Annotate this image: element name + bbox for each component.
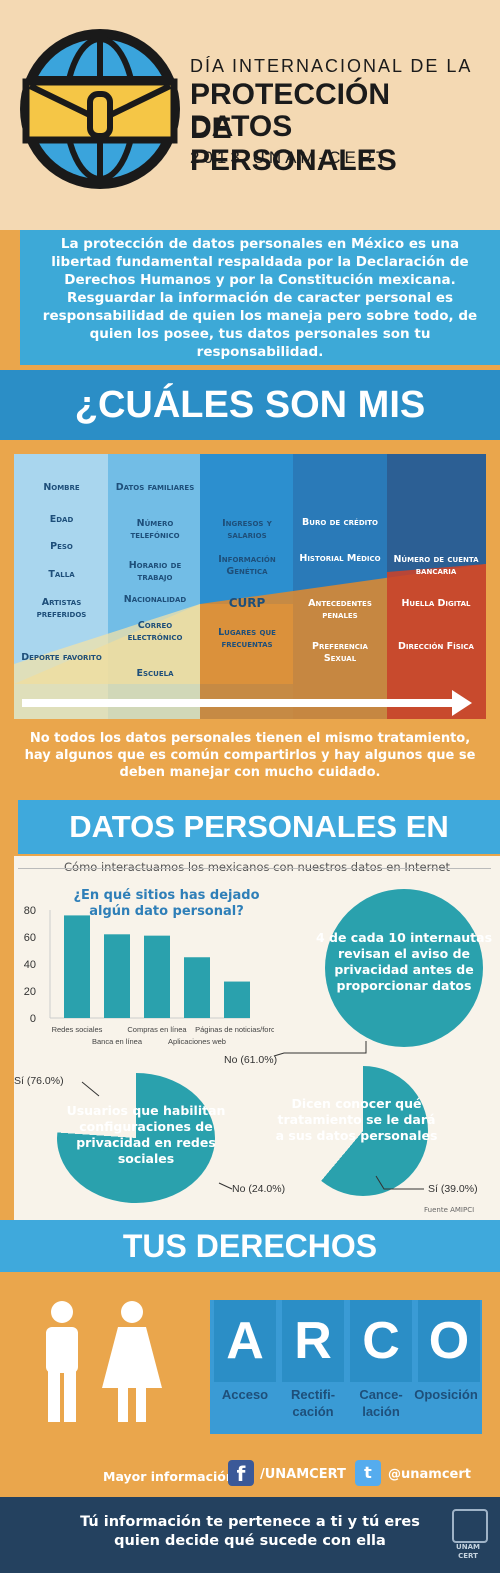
item-ingresos: Ingresos y salarios	[222, 518, 272, 541]
intro-text: La protección de datos personales en Méx…	[20, 230, 500, 365]
arrow-head-icon	[452, 690, 472, 716]
y-tick-label: 80	[24, 905, 36, 917]
stat-aviso-privacidad: 4 de cada 10 internautas revisan el avis…	[315, 930, 493, 993]
item-historial-medico: Historial Médico	[299, 553, 381, 564]
pie-data-treatment	[298, 1066, 428, 1196]
bar	[64, 915, 90, 1018]
x-tick-label: Páginas de noticias/foros	[195, 1025, 274, 1034]
header-line3: DATOS PERSONALES	[190, 110, 397, 177]
bar-chart-title: ¿En qué sitios has dejado algún dato per…	[73, 888, 260, 919]
y-tick-label: 0	[30, 1013, 36, 1025]
globe-briefcase-logo	[20, 29, 180, 189]
item-escuela: Escuela	[136, 668, 174, 679]
pie2-description: Dicen conocer qué tratamiento se le dará…	[275, 1096, 438, 1143]
item-talla: Talla	[48, 569, 75, 580]
x-tick-label: Redes sociales	[52, 1025, 103, 1034]
bar	[184, 957, 210, 1018]
header-line2: PROTECCIÓN DE	[190, 78, 391, 145]
bar	[104, 934, 130, 1018]
arco-word-rectificacion: Rectifi- cación	[290, 1387, 336, 1419]
arco-letter-c: C	[350, 1300, 412, 1382]
man-woman-icon	[46, 1301, 162, 1422]
pie1-yes-label: Sí (76.0%)	[14, 1075, 64, 1087]
header: DÍA INTERNACIONAL DE LA PROTECCIÓN DE DA…	[0, 0, 500, 230]
footer: Tú información te pertenece a ti y tú er…	[0, 1497, 500, 1573]
bar	[144, 935, 170, 1018]
section-title-cifras: DATOS PERSONALES EN MÉXICO:CIFRAS	[18, 800, 500, 898]
subtitle-divider	[18, 868, 491, 869]
section-title-derechos: TUS DERECHOS	[0, 1220, 500, 1272]
facebook-link[interactable]: /UNAMCERT	[260, 1467, 346, 1482]
unam-cert-logo-icon	[452, 1509, 488, 1543]
callout-lines	[81, 1041, 424, 1190]
y-tick-label: 60	[24, 932, 36, 944]
section-title-datos: ¿CUÁLES SON MIS DATOS?	[0, 370, 500, 496]
more-info-label: Mayor información	[103, 1469, 235, 1484]
source-note: Fuente AMIPCI	[424, 1206, 475, 1214]
item-deporte: Deporte favorito	[21, 652, 102, 663]
item-lugares: Lugares que frecuentas	[218, 627, 276, 650]
arco-word-acceso: Acceso	[221, 1387, 269, 1402]
item-correo: Correo electrónico	[127, 620, 183, 643]
item-telefono: Número telefónico	[130, 518, 180, 541]
data-sensitivity-table: Nombre Edad Peso Talla Artistas preferid…	[14, 454, 486, 719]
y-tick-label: 20	[24, 986, 36, 998]
sensitivity-arrow	[22, 699, 457, 707]
footer-text: Tú información te pertenece a ti y tú er…	[80, 1514, 420, 1549]
item-buro: Buro de crédito	[302, 517, 378, 528]
stat-circle	[325, 889, 483, 1047]
item-horario: Horario de trabajo	[128, 560, 182, 583]
item-nombre: Nombre	[43, 482, 80, 493]
item-artistas: Artistas preferidos	[36, 597, 87, 620]
risk-gradient-overlay	[14, 564, 486, 719]
cifras-subtitle: Cómo interactuamos los mexicanos con nue…	[64, 860, 450, 874]
pie2-no-label: No (61.0%)	[224, 1054, 278, 1066]
item-cuenta-bancaria: Número de cuenta bancaria	[393, 554, 479, 577]
facebook-icon[interactable]: f	[228, 1460, 254, 1486]
item-nacionalidad: Nacionalidad	[123, 594, 187, 605]
twitter-link[interactable]: @unamcert	[388, 1467, 471, 1482]
pie1-description: Usuarios que habilitan configuraciones d…	[66, 1103, 226, 1166]
arco-letter-a: A	[214, 1300, 276, 1382]
arco-word-cancelacion: Cance- lación	[359, 1387, 403, 1419]
bar	[224, 981, 250, 1018]
pie-privacy-settings	[57, 1073, 215, 1203]
cifras-panel: Cómo interactuamos los mexicanos con nue…	[14, 856, 500, 1221]
item-info-genetica: Información Genética	[218, 554, 276, 577]
twitter-icon[interactable]: t	[355, 1460, 381, 1486]
x-tick-label: Compras en línea	[127, 1025, 187, 1034]
item-datos-familiares: Datos familiares	[115, 482, 195, 493]
unam-cert-logo-text: UNAM CERT	[456, 1543, 480, 1560]
item-preferencia: Preferencia Sexual	[312, 641, 368, 664]
item-antecedentes: Antecedentes penales	[308, 598, 372, 621]
pie1-no-label: No (24.0%)	[232, 1183, 286, 1195]
x-tick-label: Banca en línea	[92, 1037, 143, 1046]
item-peso: Peso	[50, 541, 73, 552]
item-curp: CURP	[228, 596, 266, 610]
treatment-note: No todos los datos personales tienen el …	[24, 731, 476, 780]
pie2-yes-label: Sí (39.0%)	[428, 1183, 478, 1195]
header-line4: 2013 UNAM-CERT	[190, 148, 391, 167]
arco-rights-panel: A R C O Acceso Rectifi- cación Cance- la…	[210, 1300, 482, 1434]
item-edad: Edad	[49, 514, 74, 525]
item-direccion: Dirección Física	[398, 641, 474, 652]
arco-word-oposicion: Oposición	[414, 1387, 478, 1402]
arco-letter-o: O	[418, 1300, 480, 1382]
bar-chart: 0 20 40 60 80 Redes sociales Banca en línea Com…	[24, 905, 274, 1046]
header-line1: DÍA INTERNACIONAL DE LA	[190, 56, 473, 76]
x-tick-label: Aplicaciones web	[168, 1037, 226, 1046]
y-tick-label: 40	[24, 959, 36, 971]
arco-letter-r: R	[282, 1300, 344, 1382]
item-huella: Huella Digital	[401, 598, 471, 609]
